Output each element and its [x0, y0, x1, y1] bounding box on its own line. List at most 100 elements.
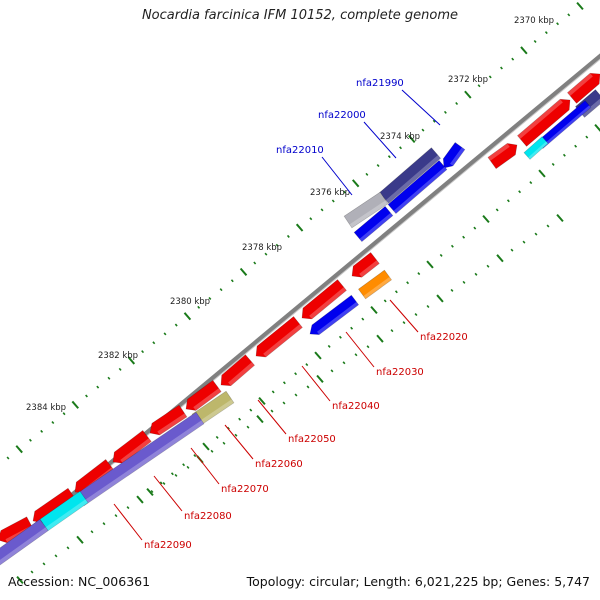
scale-tick-inner: [439, 253, 443, 257]
scale-tick-outer: [455, 101, 459, 105]
scale-tick-inner-lower: [390, 329, 394, 333]
scale-tick-inner: [215, 435, 219, 439]
scale-tick-outer: [520, 46, 528, 55]
gene-nfa22020-orange: [358, 269, 392, 300]
scale-tick-outer: [208, 296, 212, 300]
scale-tick-inner: [473, 226, 477, 230]
scale-tick-inner: [551, 162, 555, 166]
scale-tick-outer: [275, 243, 279, 247]
scale-tick-inner: [417, 272, 421, 276]
scale-tick-inner: [585, 135, 589, 139]
scale-tick-outer: [343, 190, 346, 194]
scale-tick-inner-lower: [210, 449, 214, 453]
scale-tick-inner: [202, 442, 210, 451]
scale-tick-outer: [183, 312, 192, 321]
leader-line: [224, 424, 254, 460]
scale-tick-inner-lower: [246, 425, 250, 429]
scale-tick-outer: [544, 31, 548, 35]
scale-tick-inner-lower: [486, 264, 490, 268]
scale-label: 2380 kbp: [170, 297, 210, 307]
gene-label-nfa22040: nfa22040: [332, 401, 380, 412]
scale-tick-outer: [477, 84, 481, 88]
scale-tick-inner-lower: [162, 481, 166, 485]
scale-tick-outer: [576, 1, 584, 11]
gene-label-nfa22000: nfa22000: [318, 110, 366, 121]
scale-tick-outer: [174, 323, 178, 327]
gene-nfa22000-shape: [387, 160, 448, 214]
scale-tick-inner: [574, 144, 578, 148]
scale-tick-outer: [253, 261, 257, 265]
scale-tick-inner-lower: [294, 393, 298, 397]
scale-tick-inner: [314, 351, 322, 360]
scale-label: 2374 kbp: [380, 132, 420, 142]
reverse-gene-shape: [255, 316, 303, 358]
scale-tick-inner: [506, 199, 510, 203]
leader-line: [389, 299, 419, 333]
forward-gene-shape: [487, 143, 518, 170]
scale-tick-inner: [282, 381, 286, 385]
scale-label: 2378 kbp: [242, 243, 282, 253]
scale-tick-outer: [62, 412, 66, 416]
scale-tick-outer: [51, 421, 55, 425]
leader-line: [363, 121, 397, 159]
gene-nfa22010-gray: [343, 191, 389, 229]
scale-tick-inner: [146, 487, 154, 497]
scale-tick-inner-lower: [534, 232, 538, 236]
scale-tick-inner-lower: [436, 294, 444, 303]
scale-tick-outer: [239, 267, 248, 276]
reverse-gene-shape: [301, 279, 347, 320]
gene-label-nfa22010: nfa22010: [276, 145, 324, 156]
leader-line: [257, 399, 287, 435]
scale-label: 2370 kbp: [514, 16, 554, 26]
scale-tick-outer: [127, 356, 136, 365]
scale-tick-outer: [295, 223, 304, 232]
leader-line: [153, 475, 183, 512]
scale-label: 2382 kbp: [98, 351, 138, 361]
gene-purple-long: [75, 411, 205, 507]
accession-text: Accession: NC_006361: [8, 574, 151, 589]
scale-tick-outer: [464, 90, 472, 99]
scale-tick-inner: [327, 344, 331, 348]
scale-label: 2384 kbp: [26, 403, 66, 413]
scale-tick-inner-lower: [126, 506, 130, 510]
scale-tick-inner-lower: [522, 240, 526, 244]
scale-tick-inner-lower: [102, 522, 106, 526]
scale-tick-inner: [271, 390, 275, 394]
scale-tick-inner-lower: [316, 374, 324, 383]
scale-tick-outer: [40, 429, 44, 433]
scale-tick-inner-lower: [282, 401, 286, 405]
gene-label-nfa22070: nfa22070: [221, 484, 269, 495]
scale-tick-inner-lower: [186, 465, 190, 469]
scale-tick-inner: [529, 181, 533, 185]
scale-tick-inner: [258, 396, 266, 406]
reverse-gene: [149, 404, 188, 436]
scale-tick-inner-lower: [114, 514, 118, 518]
scale-tick-outer: [421, 128, 425, 132]
gene-features: [0, 72, 600, 567]
scale-tick-inner-lower: [510, 248, 514, 252]
reverse-gene: [255, 316, 303, 358]
scale-tick-inner-lower: [150, 490, 154, 494]
gene-nfa21990-shape: [442, 142, 466, 169]
scale-tick-inner-lower: [136, 495, 144, 504]
reverse-gene: [351, 252, 380, 278]
leader-line: [301, 365, 331, 402]
scale-tick-inner: [462, 235, 466, 239]
scale-tick-outer: [351, 179, 360, 188]
scale-tick-inner-lower: [376, 334, 384, 343]
gene-nfa22010-navy: [378, 147, 442, 204]
scale-tick-inner: [159, 481, 163, 485]
scale-tick-inner-lower: [330, 369, 334, 373]
scale-tick-inner-lower: [366, 345, 370, 349]
scale-tick-inner-lower: [546, 224, 550, 228]
scale-tick-outer: [567, 13, 571, 17]
gene-cyan: [39, 490, 89, 532]
scale-tick-inner: [426, 260, 434, 269]
scale-tick-outer: [320, 208, 324, 212]
scale-tick-outer: [118, 367, 122, 371]
forward-gene-cyan-shape: [523, 136, 549, 160]
scale-tick-outer: [107, 376, 111, 380]
scale-tick-inner-lower: [270, 409, 274, 413]
scale-tick-outer: [309, 217, 313, 221]
gene-purple-end: [0, 518, 49, 567]
